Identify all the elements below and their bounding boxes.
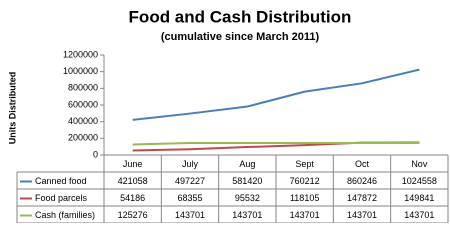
table-value: 149841	[404, 193, 434, 203]
chart: Food and Cash Distribution (cumulative s…	[7, 7, 449, 223]
table-value: 95532	[235, 193, 260, 203]
x-tick-label: Oct	[355, 159, 370, 169]
y-tick-label: 400000	[68, 116, 98, 126]
legend-label: Canned food	[35, 176, 87, 186]
table-value: 143701	[290, 210, 320, 220]
y-tick-label: 1000000	[63, 66, 98, 76]
y-axis-label: Units Distributed	[7, 72, 17, 145]
series-line	[132, 68, 420, 121]
y-tick-label: 1200000	[63, 49, 98, 59]
y-tick-label: 800000	[68, 83, 98, 93]
table-value: 860246	[347, 176, 377, 186]
y-tick-label: 600000	[68, 99, 98, 109]
table-value: 497227	[175, 176, 205, 186]
legend-label: Cash (families)	[35, 210, 95, 220]
x-tick-label: Aug	[239, 159, 255, 169]
x-tick-label: Nov	[411, 159, 428, 169]
x-tick-label: July	[182, 159, 199, 169]
table-value: 143701	[347, 210, 377, 220]
x-tick-label: Sept	[295, 159, 314, 169]
page: Food and Cash Distribution (cumulative s…	[7, 7, 449, 223]
chart-subtitle: (cumulative since March 2011)	[161, 31, 320, 43]
table-value: 1024558	[402, 176, 437, 186]
y-tick-label: 0	[93, 149, 98, 159]
table-value: 143701	[232, 210, 262, 220]
table-value: 125276	[118, 210, 148, 220]
table-value: 581420	[232, 176, 262, 186]
table-value: 760212	[290, 176, 320, 186]
table-value: 68355	[177, 193, 202, 203]
table-value: 421058	[118, 176, 148, 186]
series-line	[132, 142, 420, 146]
table-value: 143701	[404, 210, 434, 220]
table-value: 143701	[175, 210, 205, 220]
legend-label: Food parcels	[35, 193, 88, 203]
table-value: 118105	[290, 193, 319, 203]
x-tick-label: June	[123, 159, 143, 169]
y-tick-label: 200000	[68, 133, 98, 143]
table-value: 147872	[347, 193, 377, 203]
chart-title: Food and Cash Distribution	[129, 7, 352, 26]
table-value: 54186	[120, 193, 145, 203]
